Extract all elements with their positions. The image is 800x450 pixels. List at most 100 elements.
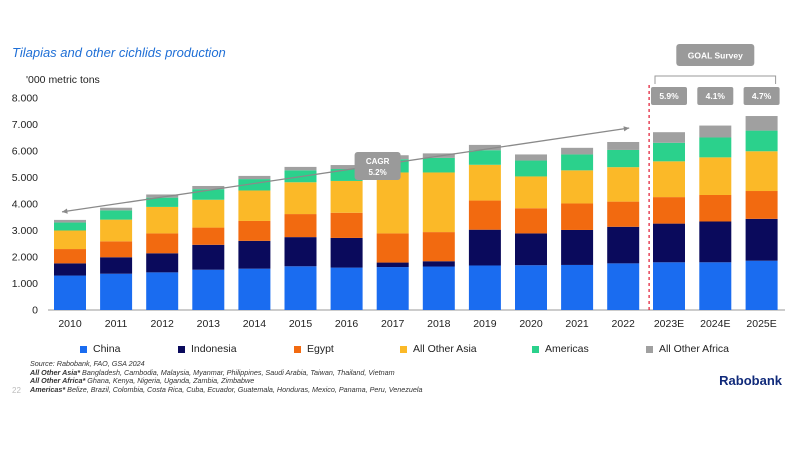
bar-segment xyxy=(238,175,271,180)
bar-segment xyxy=(146,233,179,254)
footnotes: Source: Rabobank, FAO, GSA 2024 All Othe… xyxy=(30,359,710,394)
growth-rate-box xyxy=(651,87,687,105)
bar-segment xyxy=(653,223,685,263)
growth-rate-label: 4.7% xyxy=(752,91,772,101)
bar-segment xyxy=(699,194,732,222)
legend-item: Indonesia xyxy=(178,343,237,355)
y-tick-label: 5.000 xyxy=(12,172,38,184)
x-tick-label: 2022 xyxy=(612,318,636,330)
bar-segment xyxy=(422,157,455,173)
bar-segment xyxy=(100,210,133,220)
bar-segment xyxy=(653,197,685,224)
legend-item: Egypt xyxy=(294,343,334,355)
y-tick-label: 0 xyxy=(32,305,38,317)
cagr-arrow-head-right xyxy=(623,126,630,132)
bar-segment xyxy=(330,237,363,268)
x-tick-label: 2015 xyxy=(289,318,313,330)
growth-rate-box xyxy=(743,87,780,105)
cagr-value: 5.2% xyxy=(368,168,386,177)
bar-segment xyxy=(699,221,732,263)
x-tick-label: 2012 xyxy=(151,318,175,330)
goal-survey-bracket xyxy=(654,75,777,84)
bar-segment xyxy=(54,275,86,310)
bar-segment xyxy=(330,267,363,310)
bar-segment xyxy=(515,160,547,177)
bar-segment xyxy=(745,260,778,310)
bar-segment xyxy=(468,150,501,165)
bar-segment xyxy=(422,232,455,262)
bar-segment xyxy=(54,230,86,250)
x-tick-label: 2017 xyxy=(381,318,405,330)
bar-segment xyxy=(422,261,455,267)
legend-item: All Other Africa xyxy=(646,343,729,355)
bar-segment xyxy=(515,208,547,234)
cagr-box xyxy=(354,151,401,180)
bar-segment xyxy=(284,237,317,267)
bar-segment xyxy=(515,233,547,266)
goal-survey-box xyxy=(676,44,755,66)
bar-segment xyxy=(468,200,501,230)
legend-item: China xyxy=(80,343,120,355)
bar-segment xyxy=(515,265,547,310)
legend-swatch xyxy=(400,345,407,353)
bar-segment xyxy=(284,214,317,238)
bar-segment xyxy=(100,207,133,211)
bar-segment xyxy=(192,244,225,270)
bar-segment xyxy=(330,169,363,181)
bar-segment xyxy=(515,154,547,161)
bar-segment xyxy=(699,125,732,138)
bar-segment xyxy=(238,220,271,241)
bar-segment xyxy=(607,141,640,150)
bar-segment xyxy=(54,222,86,231)
legend-label: All Other Asia xyxy=(413,343,477,355)
bar-segment xyxy=(238,268,271,310)
cagr-label: CAGR xyxy=(366,157,390,166)
x-tick-label: 2011 xyxy=(105,318,128,330)
bar-segment xyxy=(54,263,86,276)
legend-label: Egypt xyxy=(307,343,334,355)
y-tick-label: 7.000 xyxy=(12,119,38,131)
bar-segment xyxy=(284,266,317,310)
x-tick-label: 2010 xyxy=(58,318,82,330)
legend-label: Indonesia xyxy=(191,343,237,355)
bar-segment xyxy=(607,226,640,264)
bar-segment xyxy=(699,262,732,310)
bar-segment xyxy=(284,182,317,215)
bar-segment xyxy=(100,241,133,258)
bar-segment xyxy=(745,130,778,152)
bar-segment xyxy=(238,190,271,221)
unit-label: '000 metric tons xyxy=(26,74,100,86)
legend-swatch xyxy=(80,345,87,353)
x-tick-label: 2023E xyxy=(654,318,684,330)
x-tick-label: 2018 xyxy=(427,318,451,330)
bar-segment xyxy=(146,197,179,207)
asia-note: All Other Asia* Bangladesh, Cambodia, Ma… xyxy=(30,367,395,377)
bar-segment xyxy=(515,176,547,209)
bar-segment xyxy=(422,172,455,233)
y-tick-label: 1.000 xyxy=(12,278,38,290)
bar-segment xyxy=(607,263,640,310)
legend-swatch xyxy=(294,345,301,353)
bar-segment xyxy=(468,144,501,151)
bar-segment xyxy=(561,203,594,230)
source-note: Source: Rabobank, FAO, GSA 2024 xyxy=(30,359,145,368)
cagr-arrow-line xyxy=(61,127,630,213)
y-tick-label: 6.000 xyxy=(12,146,38,158)
legend-item: All Other Asia xyxy=(400,343,477,355)
legend-swatch xyxy=(532,345,539,353)
bar-segment xyxy=(284,166,317,171)
goal-survey-label: GOAL Survey xyxy=(688,51,743,61)
bar-segment xyxy=(330,165,363,170)
x-tick-label: 2024E xyxy=(700,318,730,330)
x-tick-label: 2019 xyxy=(473,318,497,330)
legend-swatch xyxy=(646,345,653,353)
bar-segment xyxy=(330,212,363,238)
bar-segment xyxy=(561,229,594,265)
x-tick-label: 2020 xyxy=(519,318,543,330)
bar-segment xyxy=(192,189,225,200)
bar-segment xyxy=(745,191,778,219)
bar-segment xyxy=(468,164,501,201)
bar-segment xyxy=(653,142,685,162)
bar-segment xyxy=(54,219,86,223)
x-tick-label: 2025E xyxy=(746,318,776,330)
